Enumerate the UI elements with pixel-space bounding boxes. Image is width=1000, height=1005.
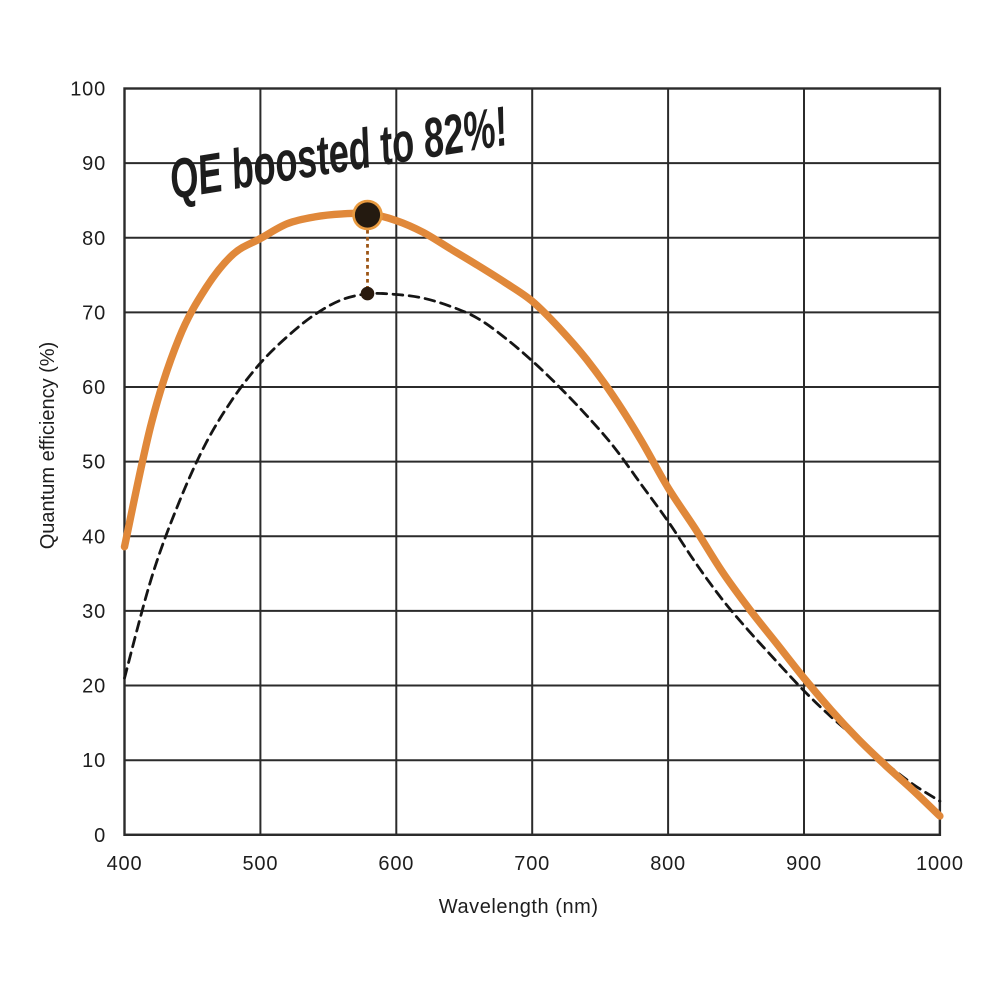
svg-text:80: 80 xyxy=(82,228,106,250)
svg-text:90: 90 xyxy=(82,153,106,175)
svg-text:70: 70 xyxy=(82,302,106,324)
svg-text:900: 900 xyxy=(786,853,822,875)
svg-text:30: 30 xyxy=(82,601,106,623)
svg-text:Quantum efficiency (%): Quantum efficiency (%) xyxy=(37,342,59,550)
svg-text:40: 40 xyxy=(82,526,106,548)
svg-text:700: 700 xyxy=(514,853,550,875)
svg-text:10: 10 xyxy=(82,750,106,772)
svg-text:500: 500 xyxy=(243,853,279,875)
svg-text:400: 400 xyxy=(107,853,143,875)
svg-text:0: 0 xyxy=(94,825,106,847)
svg-text:Wavelength (nm): Wavelength (nm) xyxy=(439,896,599,918)
svg-text:60: 60 xyxy=(82,377,106,399)
svg-text:1000: 1000 xyxy=(916,853,964,875)
svg-text:20: 20 xyxy=(82,676,106,698)
svg-text:100: 100 xyxy=(70,79,106,101)
svg-text:50: 50 xyxy=(82,452,106,474)
svg-text:600: 600 xyxy=(378,853,414,875)
svg-text:800: 800 xyxy=(650,853,686,875)
